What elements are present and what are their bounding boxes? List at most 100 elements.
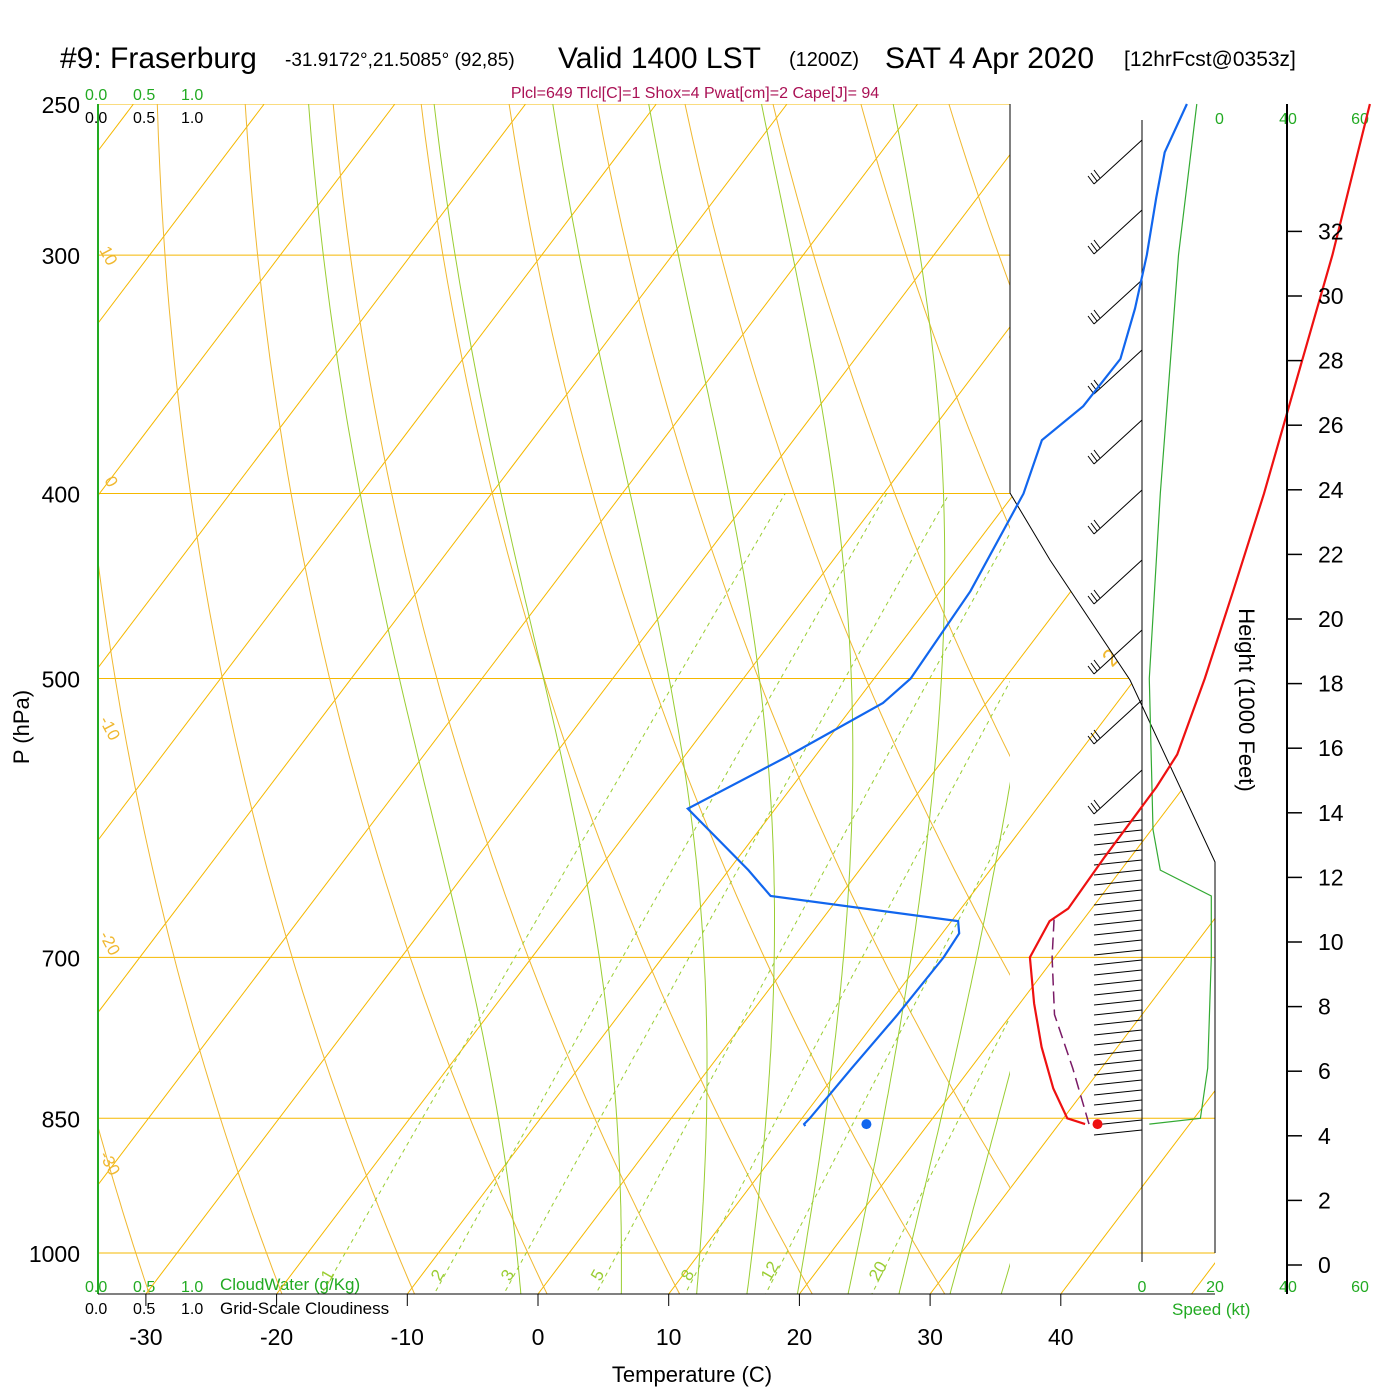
wind-barb (1093, 869, 1143, 876)
isotherm-line (98, 104, 526, 669)
mixing-ratio-line (433, 493, 888, 1294)
wind-barb (1093, 829, 1143, 836)
dry-adiabat (98, 557, 283, 1294)
wind-barb (1087, 629, 1143, 675)
wind-barb (1093, 1089, 1143, 1096)
wind-barb-feather (1093, 309, 1101, 319)
wind-barb-feather (1087, 735, 1095, 745)
wind-barb-shaft (1093, 1009, 1143, 1016)
dry-adiabat (244, 104, 548, 1294)
dry-adiabat (420, 104, 813, 1294)
wind-barb (1087, 769, 1143, 815)
wind-barb (1093, 1079, 1143, 1086)
clipped-grid (98, 104, 1215, 1294)
height-tick-label: 4 (1318, 1123, 1331, 1149)
isotherm-line (98, 104, 657, 841)
height-axis-label: Height (1000 Feet) (1234, 608, 1259, 791)
y-axis-label: P (hPa) (9, 690, 34, 764)
wind-barb-feather (1087, 175, 1095, 185)
wind-barb (1093, 1009, 1143, 1016)
wind-barb-shaft (1093, 989, 1143, 996)
wind-barb-shaft (1093, 949, 1143, 956)
x-axis-label: Temperature (C) (612, 1362, 772, 1387)
temperature-tick-label: -30 (129, 1324, 162, 1350)
dry-adiabat-label: 0 (100, 473, 121, 490)
wind-barb (1093, 849, 1143, 856)
wind-barb-shaft (1093, 999, 1143, 1006)
stability-indices: Plcl=649 Tlcl[C]=1 Shox=4 Pwat[cm]=2 Cap… (511, 85, 879, 102)
cloudiness-scale-bottom-0: 0.0 (85, 1301, 107, 1318)
pressure-tick-label: 700 (42, 945, 80, 971)
wind-barb-feather (1087, 665, 1095, 675)
valid-time: Valid 1400 LST (558, 42, 761, 75)
wind-barb (1093, 879, 1143, 886)
wind-barb (1093, 839, 1143, 846)
moist-adiabat (898, 781, 1010, 1294)
wind-barb-shaft (1093, 279, 1143, 325)
height-tick-label: 12 (1318, 864, 1344, 890)
cloudwater-label: CloudWater (g/Kg) (220, 1275, 360, 1294)
parcel-path-line (1051, 914, 1090, 1125)
wind-barb (1093, 1059, 1143, 1066)
wind-barb-feather (1090, 662, 1098, 672)
height-tick-label: 24 (1318, 477, 1344, 503)
wind-barb-shaft (1093, 899, 1143, 906)
mask-region (1010, 104, 1215, 862)
mixing-ratio-line (871, 1016, 1010, 1294)
dry-adiabat-label: 10 (95, 243, 121, 269)
isotherm-line (668, 572, 1215, 1294)
height-tick-label: 22 (1318, 541, 1344, 567)
wind-barb-feather (1087, 595, 1095, 605)
clipped-grid-left (98, 104, 1010, 1294)
pressure-tick-label: 400 (42, 482, 80, 508)
wind-barb-feather (1087, 315, 1095, 325)
pressure-tick-label: 250 (42, 92, 80, 118)
isotherm-line (98, 104, 396, 497)
cloudwater-scale-top-1: 0.5 (133, 87, 155, 104)
wind-barb-feather (1093, 169, 1101, 179)
wind-barb-shaft (1093, 489, 1143, 535)
wind-barb-feather (1087, 805, 1095, 815)
speed-tick-top-2: 40 (1279, 111, 1297, 128)
wind-barb-shaft (1093, 959, 1143, 966)
wind-barb-feather (1093, 589, 1101, 599)
wind-barb-shaft (1093, 859, 1143, 866)
height-tick-label: 26 (1318, 412, 1344, 438)
speed-tick-bottom-1: 20 (1206, 1279, 1224, 1296)
wind-barb-feather (1093, 799, 1101, 809)
dry-adiabat-label: -10 (95, 713, 123, 744)
wind-barb-shaft (1093, 979, 1143, 986)
dry-adiabat (332, 104, 681, 1294)
temperature-tick-label: 10 (656, 1324, 682, 1350)
height-tick-label: 0 (1318, 1252, 1331, 1278)
height-tick-label: 18 (1318, 671, 1344, 697)
height-tick-label: 10 (1318, 929, 1344, 955)
wind-barb (1093, 989, 1143, 996)
mixing-ratio-line (684, 680, 1010, 1294)
height-tick-label: 14 (1318, 800, 1344, 826)
mixing-ratio-label: 5 (587, 1266, 608, 1284)
wind-barb (1093, 819, 1143, 826)
wind-barb-shaft (1093, 769, 1143, 815)
dry-adiabat-label: -30 (95, 1148, 123, 1179)
wind-barb (1093, 889, 1143, 896)
moist-adiabat (949, 1070, 1010, 1294)
temperature-tick-label: 20 (787, 1324, 813, 1350)
wind-barb (1093, 999, 1143, 1006)
wind-barb-shaft (1093, 1029, 1143, 1036)
wind-barb-shaft (1093, 889, 1143, 896)
dewpoint-line (685, 103, 1188, 1127)
cloudiness-label: Grid-Scale Cloudiness (220, 1299, 389, 1318)
wind-barb (1093, 859, 1143, 866)
wind-barb (1093, 919, 1143, 926)
dry-adiabat (860, 104, 1010, 530)
wind-barb-shaft (1093, 969, 1143, 976)
wind-barb-feather (1090, 172, 1098, 182)
wind-barb-feather (1093, 449, 1101, 459)
utc-time: (1200Z) (789, 49, 859, 71)
temperature-tick-label: 0 (532, 1324, 545, 1350)
moist-adiabat (552, 104, 708, 1294)
wind-barb-shaft (1093, 699, 1143, 745)
wind-barb (1087, 699, 1143, 745)
mixing-ratio-label: 20 (865, 1258, 891, 1284)
